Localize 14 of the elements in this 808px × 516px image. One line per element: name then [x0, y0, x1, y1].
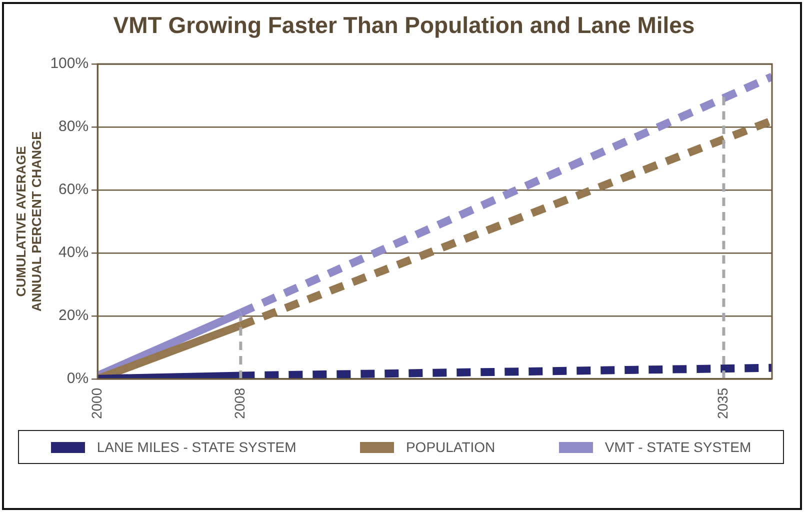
y-tick-label: 60% — [58, 181, 89, 198]
x-tick-label: 2035 — [714, 388, 731, 420]
legend-label: LANE MILES - STATE SYSTEM — [96, 439, 296, 455]
y-axis-title: CUMULATIVE AVERAGE ANNUAL PERCENT CHANGE — [13, 130, 44, 312]
legend-label: VMT - STATE SYSTEM — [604, 439, 752, 455]
y-tick-label: 20% — [58, 307, 89, 324]
y-tick-label: 80% — [58, 118, 89, 136]
x-tick-label: 2008 — [232, 388, 248, 420]
x-tick-label: 2000 — [88, 388, 104, 420]
y-tick-label: 100% — [50, 55, 89, 72]
y-tick-label: 0% — [66, 370, 89, 387]
legend-label: POPULATION — [406, 439, 496, 455]
chart-title: VMT Growing Faster Than Population and Lane Miles — [112, 12, 696, 39]
y-tick-label: 40% — [58, 244, 89, 262]
